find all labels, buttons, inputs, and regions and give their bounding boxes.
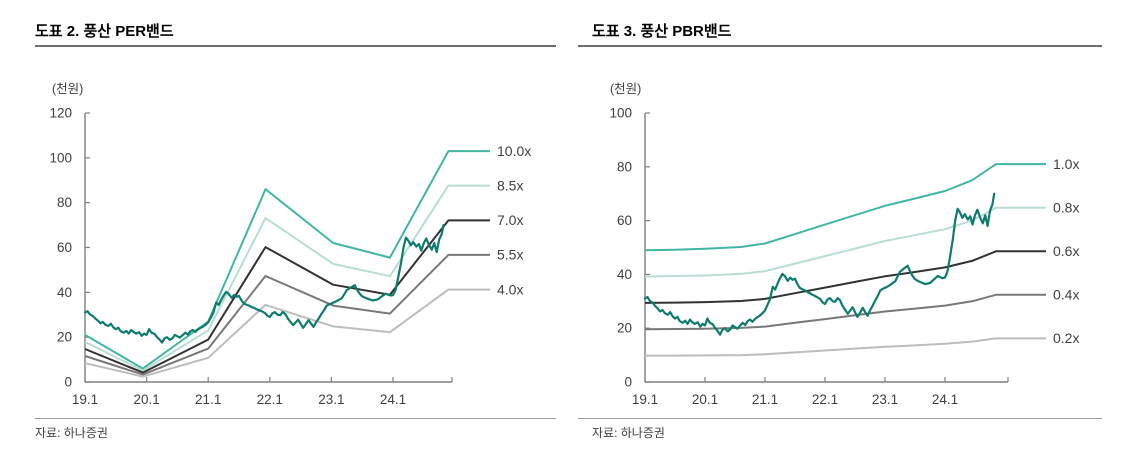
y-tick-label: 80: [57, 195, 72, 210]
x-tick-label: 24.1: [932, 392, 958, 407]
band-label-0.4x: 0.4x: [1053, 287, 1079, 303]
band-line-1.0x: [644, 163, 1046, 252]
y-tick-label: 100: [49, 150, 72, 165]
band-label-1.0x: 1.0x: [1053, 156, 1079, 172]
band-label-0.8x: 0.8x: [1053, 199, 1079, 215]
source-left: 자료: 하나증권: [35, 426, 108, 440]
chart-title-per: 도표 2. 풍산 PER밴드: [35, 23, 174, 40]
band-line-10.0x: [84, 150, 490, 370]
y-tick-label: 20: [617, 321, 632, 336]
x-tick-label: 21.1: [752, 392, 778, 407]
footer-rule-right: [578, 418, 1102, 419]
source-right: 자료: 하나증권: [592, 426, 665, 440]
x-tick-label: 22.1: [812, 392, 838, 407]
footer-rule-left: [35, 418, 556, 419]
title-rule-left: [35, 45, 556, 47]
band-line-7.0x: [84, 219, 490, 374]
band-line-4.0x: [84, 288, 490, 378]
chart-title-pbr: 도표 3. 풍산 PBR밴드: [592, 23, 732, 40]
y-tick-label: 80: [617, 159, 632, 174]
y-tick-label: 40: [617, 267, 632, 282]
y-tick-label: 40: [57, 285, 72, 300]
y-axis-unit-left: (천원): [52, 82, 84, 96]
band-label-0.6x: 0.6x: [1053, 243, 1079, 259]
y-tick-label: 100: [609, 106, 632, 121]
band-label-5.5x: 5.5x: [497, 247, 523, 263]
y-tick-label: 0: [624, 375, 632, 390]
x-tick-label: 19.1: [632, 392, 658, 407]
x-tick-label: 24.1: [380, 392, 406, 407]
title-rule-right: [578, 45, 1102, 47]
x-tick-label: 19.1: [72, 392, 98, 407]
band-line-0.4x: [644, 293, 1046, 331]
y-tick-label: 20: [57, 330, 72, 345]
band-label-0.2x: 0.2x: [1053, 330, 1079, 346]
band-label-10.0x: 10.0x: [497, 143, 531, 159]
y-axis-unit-right: (천원): [610, 82, 642, 96]
x-tick-label: 22.1: [257, 392, 283, 407]
band-label-8.5x: 8.5x: [497, 177, 523, 193]
x-tick-label: 23.1: [872, 392, 898, 407]
per-band-chart: 0 20 40 60 80 100 120 19.1 20.1 21.1 22.1 23.1 24.1 1…: [49, 106, 531, 408]
band-line-0.8x: [644, 206, 1046, 278]
pbr-band-chart: 0 20 40 60 80 100 19.1 20.1 21.1 22.1 23.1 24.1 1.0x…: [609, 106, 1079, 408]
y-tick-label: 60: [57, 240, 72, 255]
band-label-7.0x: 7.0x: [497, 212, 523, 228]
x-tick-label: 20.1: [133, 392, 159, 407]
y-tick-label: 120: [49, 106, 72, 121]
price-line: [83, 224, 445, 344]
price-line: [643, 192, 996, 336]
band-line-0.2x: [645, 337, 1046, 357]
band-line-8.5x: [84, 184, 490, 372]
y-tick-label: 60: [617, 213, 632, 228]
x-tick-label: 20.1: [692, 392, 718, 407]
band-line-0.6x: [644, 250, 1046, 304]
y-tick-label: 0: [64, 375, 72, 390]
band-line-5.5x: [84, 253, 490, 376]
x-tick-label: 21.1: [195, 392, 221, 407]
x-tick-label: 23.1: [318, 392, 344, 407]
band-label-4.0x: 4.0x: [497, 281, 523, 297]
